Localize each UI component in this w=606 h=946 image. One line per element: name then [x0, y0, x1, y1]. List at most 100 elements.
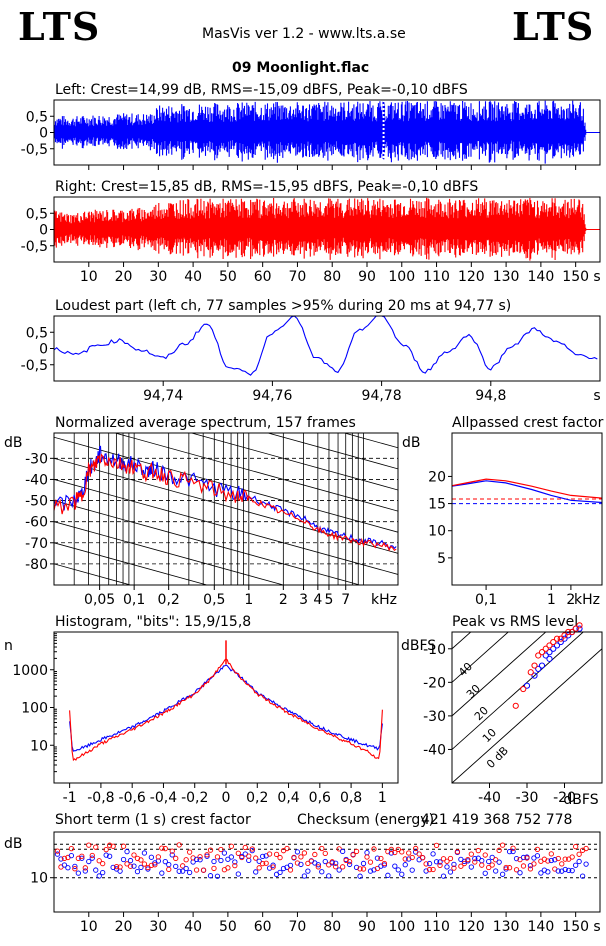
crest-point-right: [333, 864, 339, 870]
peak-rms-point: [561, 632, 568, 639]
x-tick-label: 130: [493, 269, 520, 285]
crest-point-left: [562, 866, 568, 873]
crest-point-right: [96, 858, 102, 864]
crest-point-right: [183, 857, 189, 863]
crest-point-right: [162, 845, 168, 852]
crest-point-left: [141, 850, 148, 856]
crest-point-right: [214, 854, 221, 860]
crest-point-right: [513, 867, 520, 873]
crest-point-right: [180, 863, 186, 869]
crest-point-right: [319, 845, 325, 852]
y-tick-label: 1000: [12, 663, 48, 679]
panel-title: Peak vs RMS level: [452, 614, 578, 630]
crest-point-right: [357, 866, 363, 872]
peak-rms-point: [565, 632, 572, 639]
peak-rms-point: [535, 652, 542, 659]
crest-point-left: [447, 869, 454, 875]
crest-point-right: [510, 845, 516, 851]
x-tick-label: 20: [115, 269, 133, 285]
crest-point-right: [54, 848, 61, 854]
crest-point-left: [124, 848, 130, 855]
crest-point-right: [545, 858, 551, 864]
x-tick-label: 0,2: [246, 790, 268, 806]
y-tick-label: -30: [423, 709, 446, 725]
crest-point-left: [61, 862, 68, 868]
crest-point-left: [583, 861, 589, 867]
crest-point-right: [225, 865, 231, 871]
crest-point-left: [120, 856, 127, 863]
crest-point-left: [96, 873, 102, 879]
y-unit: n: [4, 638, 13, 654]
crest-point-right: [86, 842, 92, 848]
crest-diag-label: 10: [480, 726, 499, 745]
crest-point-left: [204, 853, 210, 859]
crest-point-right: [298, 854, 304, 860]
crest-point-right: [322, 850, 328, 856]
crest-point-right: [343, 857, 349, 864]
y-tick-label: 0: [39, 126, 48, 142]
crest-point-left: [207, 873, 214, 879]
crest-point-right: [166, 866, 172, 873]
crest-point-right: [270, 864, 276, 870]
crest-point-right: [253, 855, 259, 861]
crest-diag-label: 30: [464, 682, 483, 701]
crest-point-left: [298, 861, 304, 868]
crest-point-left: [548, 857, 554, 864]
crest-point-right: [155, 854, 161, 860]
x-tick-label: 94,78: [362, 388, 402, 404]
panel-title: Normalized average spectrum, 157 frames: [55, 415, 356, 431]
crest-point-right: [159, 845, 165, 851]
x-tick-label: 50: [219, 919, 237, 935]
y-tick-label: -0,5: [21, 239, 48, 255]
x-tick-label: 120: [458, 269, 485, 285]
crest-point-right: [249, 846, 255, 852]
peak-rms-point: [538, 662, 546, 669]
x-tick-label: 30: [149, 269, 167, 285]
crest-point-right: [68, 845, 75, 852]
crest-point-right: [256, 865, 262, 871]
crest-point-left: [218, 857, 224, 864]
crest-point-left: [246, 857, 252, 864]
crest-point-right: [454, 849, 461, 855]
crest-diag-label: 0 dB: [484, 744, 511, 771]
crest-point-left: [134, 868, 141, 875]
crest-point-right: [559, 861, 565, 867]
crest-point-left: [253, 869, 259, 875]
y-tick-label: 15: [428, 497, 446, 513]
x-tick-label: 140: [528, 919, 555, 935]
wave_right-series: [53, 197, 600, 261]
crest-point-right: [562, 856, 568, 862]
crest-point-right: [409, 854, 415, 861]
crest-point-left: [451, 861, 457, 868]
x-tick-label: 10: [80, 919, 98, 935]
x-tick-label: 90: [358, 919, 376, 935]
crest-point-right: [440, 856, 447, 862]
crest-point-left: [221, 850, 228, 856]
crest-point-left: [493, 868, 499, 874]
crest-point-right: [378, 855, 384, 862]
crest-point-left: [159, 870, 165, 876]
crest-point-right: [583, 845, 589, 852]
crest-point-left: [430, 851, 436, 857]
crest-point-left: [315, 862, 321, 868]
crest-point-left: [534, 853, 541, 859]
y-tick-label: 20: [428, 469, 446, 485]
peak-rms-point: [520, 685, 527, 693]
peak-rms-point: [546, 655, 553, 662]
crest-point-right: [353, 848, 360, 855]
crest-point-right: [534, 846, 541, 853]
crest-point-left: [409, 867, 415, 873]
crest-point-left: [100, 870, 106, 876]
crest-point-right: [573, 843, 579, 850]
x-tick-label: -30: [516, 790, 539, 806]
crest-point-right: [346, 858, 353, 865]
allpassed-series-left: [451, 480, 603, 504]
x-tick-label: 60: [254, 919, 272, 935]
x-tick-label: 0: [222, 790, 231, 806]
peak-rms-point: [546, 649, 553, 656]
crest-point-right: [416, 851, 422, 857]
crest-point-left: [266, 865, 273, 871]
crest-point-right: [499, 842, 506, 848]
crest-point-right: [263, 860, 269, 866]
crest-point-right: [211, 865, 217, 872]
